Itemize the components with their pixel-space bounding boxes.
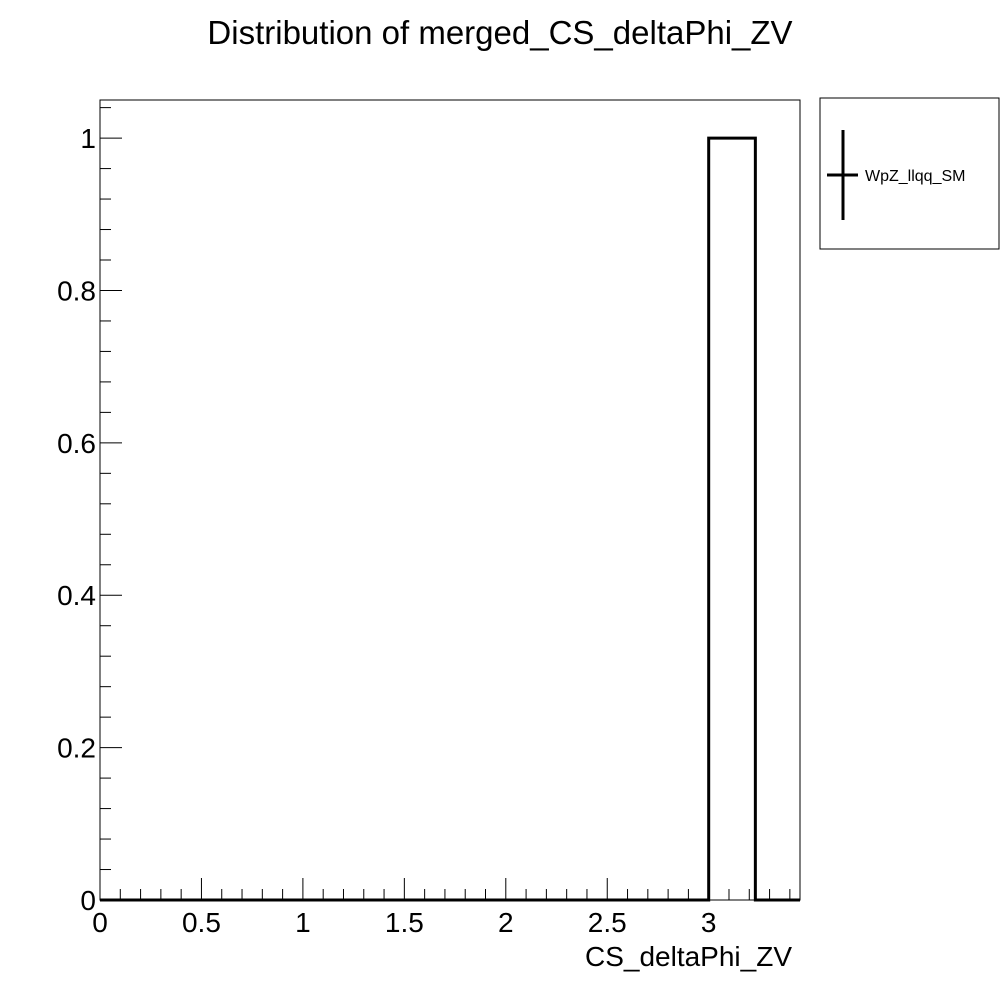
y-tick-label: 0.8 <box>57 275 96 306</box>
x-tick-label: 2.5 <box>588 907 627 938</box>
x-axis-title: CS_deltaPhi_ZV <box>585 941 792 972</box>
x-tick-label: 1 <box>295 907 311 938</box>
y-tick-label: 0.6 <box>57 428 96 459</box>
legend-label: WpZ_llqq_SM <box>865 168 965 185</box>
x-tick-label: 0.5 <box>182 907 221 938</box>
histogram-bars <box>100 136 800 902</box>
y-tick-label: 0.4 <box>57 580 96 611</box>
x-tick-label: 2 <box>498 907 514 938</box>
x-tick-label: 1.5 <box>385 907 424 938</box>
legend: WpZ_llqq_SM <box>819 97 1000 250</box>
x-tick-label: 3 <box>701 907 717 938</box>
y-axis-ticks: 0 0.2 0.4 0.6 0.8 1 <box>57 107 122 916</box>
y-tick-label: 0 <box>80 885 96 916</box>
chart-title: Distribution of merged_CS_deltaPhi_ZV <box>207 14 792 51</box>
y-tick-label: 1 <box>80 123 96 154</box>
y-tick-label: 0.2 <box>57 733 96 764</box>
x-axis-ticks: 0 0.5 1 1.5 2 2.5 3 <box>92 878 791 938</box>
plot-frame <box>99 99 801 901</box>
histogram-series-line <box>100 136 800 902</box>
x-tick-label: 0 <box>92 907 108 938</box>
